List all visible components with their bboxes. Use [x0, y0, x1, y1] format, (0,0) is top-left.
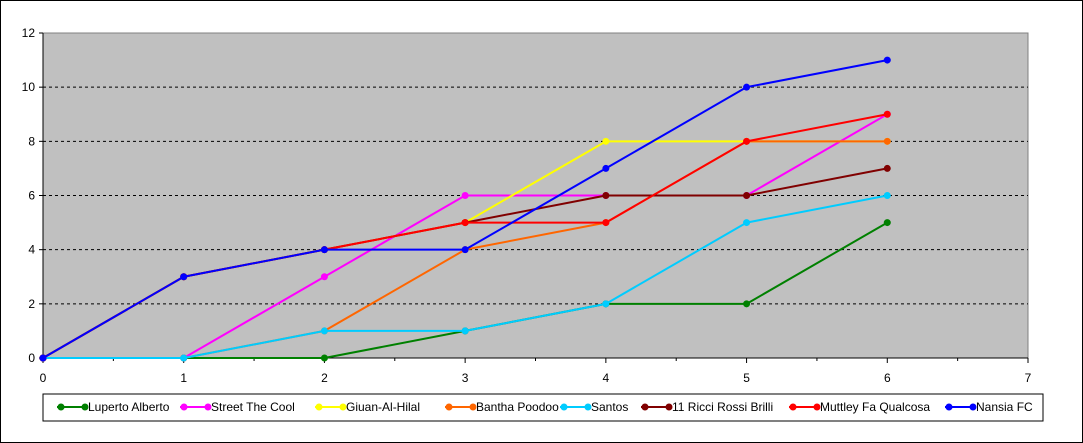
data-point	[883, 56, 891, 64]
legend-marker	[180, 403, 188, 411]
y-tick-label: 8	[28, 134, 35, 148]
legend-marker	[339, 403, 347, 411]
x-tick-label: 2	[321, 371, 328, 385]
x-tick-label: 6	[884, 371, 891, 385]
legend-label: Giuan-Al-Hilal	[346, 400, 420, 414]
data-point	[602, 164, 610, 172]
legend-item: Luperto Alberto	[57, 400, 170, 414]
data-point	[461, 327, 469, 335]
data-point	[320, 327, 328, 335]
legend-marker	[204, 403, 212, 411]
data-point	[883, 219, 891, 227]
data-point	[883, 137, 891, 145]
data-point	[883, 192, 891, 199]
data-point	[743, 192, 751, 199]
legend-marker	[789, 403, 797, 411]
legend-marker	[813, 403, 821, 411]
x-tick-label: 5	[743, 371, 750, 385]
data-point	[320, 246, 328, 254]
y-tick-label: 12	[22, 26, 36, 40]
legend-item: Street The Cool	[180, 400, 295, 414]
x-tick-label: 4	[603, 371, 610, 385]
legend-marker	[57, 403, 65, 411]
data-point	[743, 83, 751, 91]
legend-label: Luperto Alberto	[88, 400, 170, 414]
data-point	[883, 164, 891, 172]
data-point	[461, 246, 469, 254]
legend-marker	[945, 403, 953, 411]
legend-marker	[81, 403, 89, 411]
legend-item: Bantha Poodoo	[445, 400, 559, 414]
data-point	[320, 273, 328, 281]
legend-label: Nansia FC	[976, 400, 1033, 414]
grid-lines	[43, 86, 1028, 305]
legend-label: Street The Cool	[211, 400, 295, 414]
legend-label: Santos	[591, 400, 628, 414]
x-tick-label: 3	[462, 371, 469, 385]
y-tick-label: 2	[28, 297, 35, 311]
data-point	[602, 219, 610, 227]
data-point	[461, 219, 469, 227]
legend-marker	[584, 403, 592, 411]
data-point	[883, 110, 891, 118]
legend-marker	[560, 403, 568, 411]
legend-item: 11 Ricci Rossi Brilli	[641, 400, 773, 414]
legend-marker	[445, 403, 453, 411]
y-tick-label: 0	[28, 351, 35, 365]
data-point	[602, 300, 610, 308]
legend-marker	[665, 403, 673, 411]
data-point	[320, 354, 328, 362]
data-point	[743, 219, 751, 227]
data-point	[743, 300, 751, 308]
data-point	[180, 354, 188, 362]
x-tick-label: 0	[40, 371, 47, 385]
x-tick-label: 1	[180, 371, 187, 385]
legend-item: Santos	[560, 400, 628, 414]
legend-label: 11 Ricci Rossi Brilli	[672, 400, 773, 414]
legend-label: Muttley Fa Qualcosa	[820, 400, 930, 414]
y-tick-label: 10	[22, 80, 36, 94]
data-point	[602, 137, 610, 145]
data-point	[743, 137, 751, 145]
data-point	[602, 192, 610, 199]
legend-marker	[469, 403, 477, 411]
data-point	[461, 192, 469, 199]
x-tick-label: 7	[1025, 371, 1032, 385]
legend-marker	[315, 403, 323, 411]
y-tick-label: 4	[28, 243, 35, 257]
data-point	[39, 354, 47, 362]
legend-item: Nansia FC	[945, 400, 1033, 414]
y-tick-label: 6	[28, 189, 35, 203]
data-point	[180, 273, 188, 281]
series-nansia-fc	[39, 56, 891, 362]
legend: Luperto Alberto Street The Cool Giuan-Al-H…	[57, 400, 1033, 414]
legend-label: Bantha Poodoo	[476, 400, 559, 414]
legend-item: Muttley Fa Qualcosa	[789, 400, 930, 414]
legend-marker	[969, 403, 977, 411]
series-layer	[39, 56, 891, 362]
legend-item: Giuan-Al-Hilal	[315, 400, 420, 414]
legend-marker	[641, 403, 649, 411]
